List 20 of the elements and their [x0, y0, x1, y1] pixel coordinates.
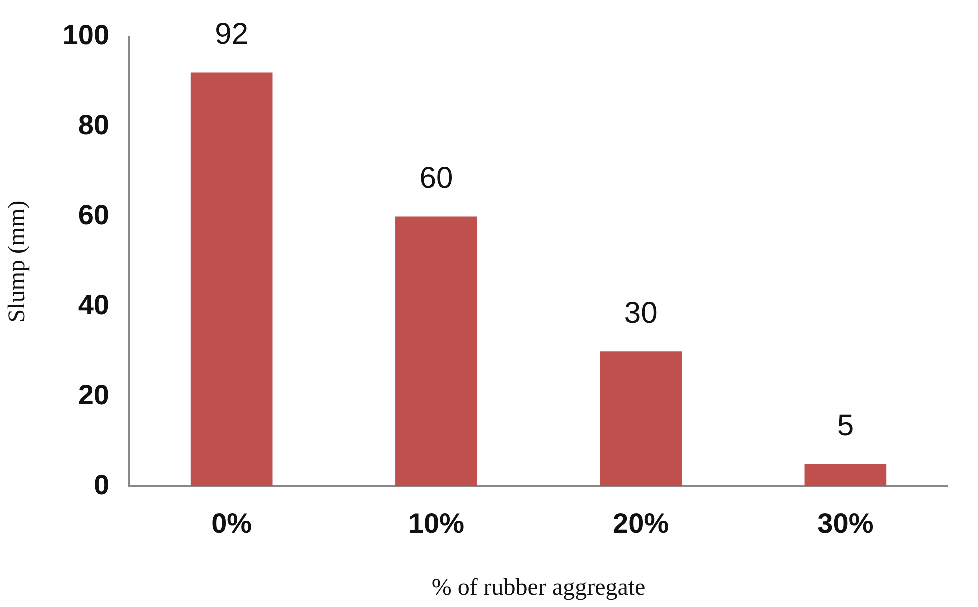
y-tick-label: 80: [78, 109, 110, 140]
x-tick-label: 30%: [818, 508, 874, 540]
data-label: 5: [837, 409, 854, 442]
x-axis-title: % of rubber aggregate: [432, 574, 646, 601]
y-tick-label: 60: [78, 199, 110, 230]
x-tick-label: 20%: [613, 508, 670, 540]
y-tick-label: 40: [78, 289, 110, 320]
x-tick-label: 10%: [408, 508, 465, 540]
bar: [396, 216, 478, 487]
x-tick-label: 0%: [212, 508, 252, 540]
data-label: 92: [215, 18, 249, 52]
bar: [600, 352, 682, 487]
bar: [804, 464, 887, 487]
y-tick-label: 100: [62, 20, 110, 51]
bar: [190, 72, 273, 487]
y-tick-label: 0: [94, 469, 110, 500]
data-label: 30: [624, 296, 658, 330]
data-label: 60: [420, 162, 454, 195]
y-axis-title: Slump (mm): [4, 200, 31, 323]
y-tick-label: 20: [78, 379, 110, 410]
